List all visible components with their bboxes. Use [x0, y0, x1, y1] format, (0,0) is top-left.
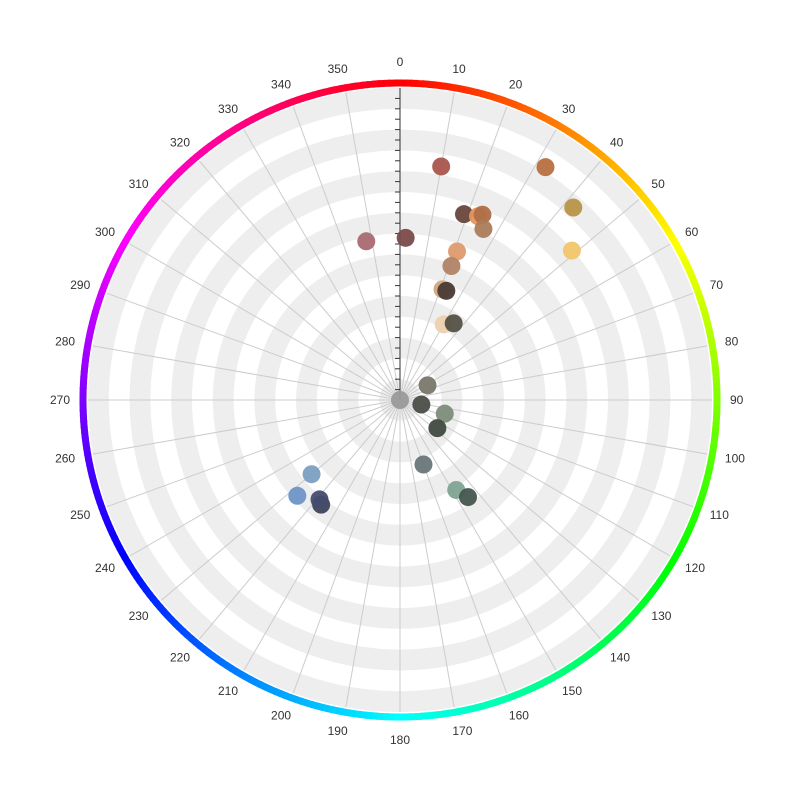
angle-tick-label: 120 [685, 561, 705, 575]
angle-tick-label: 280 [55, 335, 75, 349]
angle-grid-line [199, 160, 401, 401]
angle-tick-label: 290 [70, 278, 90, 292]
angle-tick-label: 320 [170, 136, 190, 150]
angle-grid-line [399, 399, 508, 694]
angle-tick-label: 350 [328, 62, 348, 76]
angle-grid-line [160, 199, 401, 401]
angle-tick-label: 190 [328, 724, 348, 738]
angle-grid-line [92, 345, 401, 401]
angle-grid-line [399, 160, 601, 401]
angle-tick-label: 240 [95, 561, 115, 575]
data-point [474, 219, 493, 238]
data-point [288, 486, 307, 505]
angle-tick-label: 110 [710, 508, 729, 522]
angle-tick-labels: 0 10 20 30 40 50 60 70 80 90 100 110 120 130 140 150 160… [50, 55, 745, 747]
data-point [412, 395, 431, 414]
angle-grid-line [345, 399, 401, 708]
angle-tick-label: 250 [70, 508, 90, 522]
angle-tick-label: 40 [610, 136, 624, 150]
angle-grid-line [243, 399, 401, 671]
angle-tick-label: 50 [651, 177, 665, 191]
angle-grid-line [399, 199, 640, 401]
angle-grid-line [199, 399, 401, 640]
angle-grid-line [106, 292, 401, 401]
angle-grid-line [399, 399, 557, 671]
data-point [435, 404, 454, 423]
data-point [562, 241, 581, 260]
angle-tick-label: 80 [725, 335, 739, 349]
angle-tick-label: 10 [452, 62, 466, 76]
data-point [444, 314, 463, 333]
angle-grid-line [399, 129, 557, 401]
angle-tick-label: 130 [651, 609, 671, 623]
angle-grid-line [399, 399, 455, 708]
angle-grid-line [292, 399, 401, 694]
angle-grid-line [399, 399, 601, 640]
data-point [396, 228, 415, 247]
angle-tick-label: 340 [271, 77, 291, 91]
angle-tick-label: 70 [710, 278, 724, 292]
angle-tick-label: 20 [509, 77, 523, 91]
angle-tick-label: 300 [95, 225, 115, 239]
angle-tick-label: 170 [452, 724, 472, 738]
data-point [302, 465, 321, 484]
angle-tick-label: 200 [271, 709, 291, 723]
angle-tick-label: 210 [218, 684, 238, 698]
angle-grid-line [292, 106, 401, 401]
angle-tick-label: 260 [55, 451, 75, 465]
angle-grid-line [160, 399, 401, 601]
angle-tick-label: 230 [129, 609, 149, 623]
angle-grid-lines [88, 88, 712, 712]
angle-grid-line [106, 399, 401, 508]
data-point [564, 198, 583, 217]
angle-tick-label: 220 [170, 650, 190, 664]
angle-tick-label: 180 [390, 733, 410, 747]
data-point [357, 232, 376, 251]
angle-tick-label: 90 [730, 393, 744, 407]
angle-tick-label: 60 [685, 225, 699, 239]
data-point [448, 242, 467, 261]
angle-tick-label: 160 [509, 709, 529, 723]
angle-grid-line [243, 129, 401, 401]
data-point [437, 281, 456, 300]
data-point [459, 488, 478, 507]
angle-tick-label: 0 [397, 55, 404, 69]
angle-grid-line [92, 399, 401, 455]
angle-grid-line [399, 92, 455, 401]
data-points [288, 157, 583, 514]
data-point [428, 419, 447, 438]
hue-wheel-axis-line [79, 79, 721, 721]
angle-tick-label: 150 [562, 684, 582, 698]
angle-grid-line [399, 345, 708, 401]
data-point [454, 205, 473, 224]
angle-grid-line [129, 243, 401, 401]
angle-tick-label: 330 [218, 102, 238, 116]
angle-tick-label: 30 [562, 102, 576, 116]
data-point [391, 391, 409, 409]
angle-grid-line [129, 399, 401, 557]
angle-tick-label: 140 [610, 650, 630, 664]
angle-tick-label: 310 [129, 177, 149, 191]
angle-grid-line [399, 243, 671, 401]
data-point [442, 257, 461, 276]
data-point [414, 455, 433, 474]
data-point [418, 376, 437, 395]
data-point [536, 158, 555, 177]
data-point [473, 205, 492, 224]
data-point [310, 490, 329, 509]
angle-tick-label: 270 [50, 393, 70, 407]
angle-tick-label: 100 [725, 451, 745, 465]
angle-grid-line [399, 292, 694, 401]
data-point [432, 157, 451, 176]
